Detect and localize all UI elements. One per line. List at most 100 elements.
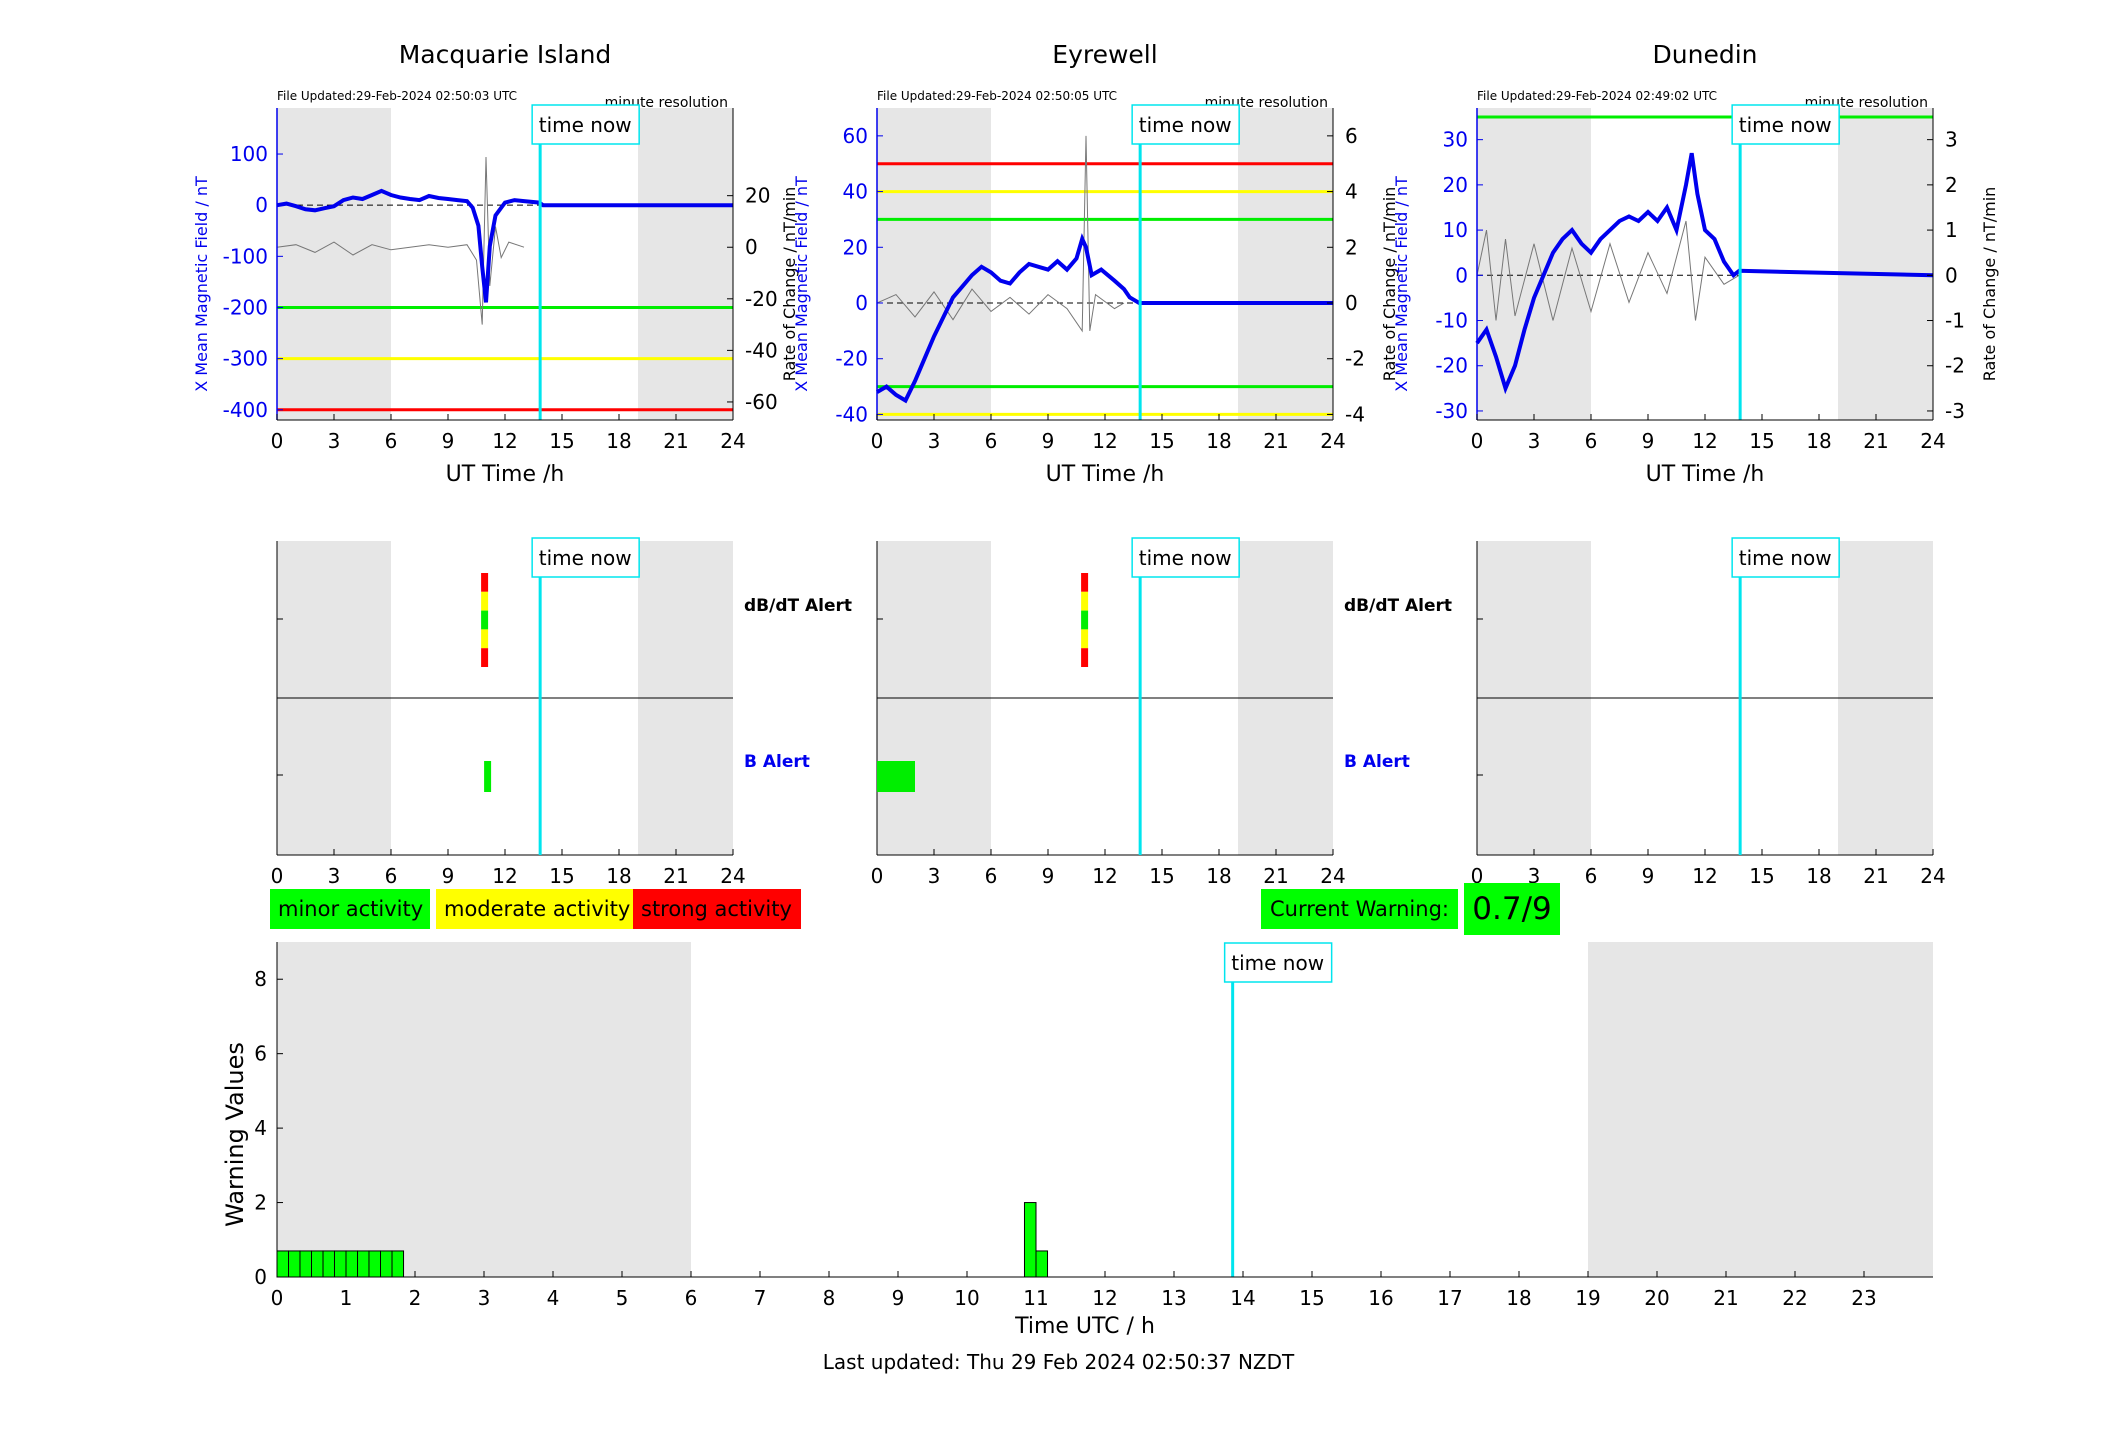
right-axis-label: Rate of Change / nT/min xyxy=(1380,187,1399,382)
x-tick-label: 24 xyxy=(1920,429,1945,453)
dbdt-alert-segment xyxy=(481,591,489,611)
x-tick-label: 12 xyxy=(1692,429,1717,453)
station-title: Eyrewell xyxy=(1052,40,1157,69)
warning-y-axis-label: Warning Values xyxy=(221,1042,249,1227)
x-tick-label: 9 xyxy=(1642,429,1655,453)
dbdt-alert-segment xyxy=(1081,629,1089,649)
dbdt-alert-label: dB/dT Alert xyxy=(1344,596,1452,616)
warning-x-axis-label: Time UTC / h xyxy=(1014,1314,1155,1339)
rate-of-change-series xyxy=(1476,220,1740,321)
alert-panel-2: time now 0 3 6 9 12 15 18 21 24 xyxy=(1471,537,1946,888)
x-tick-label: 6 xyxy=(1585,429,1598,453)
right-tick-label: -4 xyxy=(1345,402,1365,426)
x-tick-label: 12 xyxy=(492,429,517,453)
x-tick-label: 3 xyxy=(928,864,941,888)
x-tick-label: 21 xyxy=(1263,864,1288,888)
current-warning-label: Current Warning: xyxy=(1261,889,1458,929)
x-tick-label: 0 xyxy=(1471,429,1484,453)
file-updated-text: File Updated:29-Feb-2024 02:50:03 UTC xyxy=(277,89,517,103)
x-axis-label: UT Time /h xyxy=(1646,462,1765,487)
x-tick-label: 18 xyxy=(1206,864,1231,888)
dbdt-alert-segment xyxy=(1081,573,1089,592)
night-shading xyxy=(277,108,391,420)
time-now-label: time now xyxy=(1139,546,1232,570)
warning-bar xyxy=(322,1250,336,1278)
x-tick-label: 17 xyxy=(1437,1286,1462,1310)
time-now-label: time now xyxy=(1231,951,1324,975)
x-tick-label: 15 xyxy=(1149,864,1174,888)
right-tick-label: -20 xyxy=(745,287,778,311)
current-warning-value: 0.7/9 xyxy=(1464,883,1560,935)
night-shading xyxy=(1238,108,1333,420)
legend-moderate-label: moderate activity xyxy=(444,897,631,921)
x-tick-label: 15 xyxy=(549,864,574,888)
right-tick-label: 2 xyxy=(1945,173,1958,197)
x-tick-label: 3 xyxy=(1528,429,1541,453)
x-tick-label: 9 xyxy=(892,1286,905,1310)
x-tick-label: 18 xyxy=(606,864,631,888)
left-tick-label: 100 xyxy=(230,142,268,166)
right-tick-label: -40 xyxy=(745,338,778,362)
x-axis-label: UT Time /h xyxy=(1046,462,1165,487)
time-now-label: time now xyxy=(539,113,632,137)
magnetic-field-series xyxy=(875,233,1333,404)
right-tick-label: 0 xyxy=(1345,291,1358,315)
x-tick-label: 18 xyxy=(1806,864,1831,888)
x-tick-label: 18 xyxy=(1206,429,1231,453)
warning-bar xyxy=(345,1250,359,1278)
x-tick-label: 15 xyxy=(549,429,574,453)
b-alert-label: B Alert xyxy=(1344,752,1410,772)
x-tick-label: 6 xyxy=(385,864,398,888)
warning-bar xyxy=(1023,1202,1037,1278)
x-tick-label: 20 xyxy=(1644,1286,1669,1310)
night-shading xyxy=(1588,942,1933,1277)
rate-of-change-series xyxy=(276,156,525,325)
left-tick-label: 40 xyxy=(843,180,868,204)
dbdt-alert-label: dB/dT Alert xyxy=(744,596,852,616)
warning-bar xyxy=(391,1250,405,1278)
x-tick-label: 12 xyxy=(1692,864,1717,888)
x-tick-label: 6 xyxy=(985,864,998,888)
night-shading xyxy=(877,108,991,420)
right-axis-label: Rate of Change / nT/min xyxy=(780,187,799,382)
right-axis-label: Rate of Change / nT/min xyxy=(1980,187,1999,382)
x-tick-label: 24 xyxy=(720,864,745,888)
alert-panel-0: time now dB/dT Alert B Alert 0 3 6 9 12 15 18 21 24 xyxy=(271,537,852,888)
y-tick-label: 6 xyxy=(254,1042,267,1066)
x-tick-label: 23 xyxy=(1851,1286,1876,1310)
left-axis-label: X Mean Magnetic Field / nT xyxy=(792,176,811,392)
legend-strong-activity: strong activity xyxy=(633,889,801,929)
warning-bar xyxy=(368,1250,381,1278)
left-tick-label: 0 xyxy=(855,291,868,315)
x-tick-label: 0 xyxy=(871,864,884,888)
x-tick-label: 22 xyxy=(1782,1286,1807,1310)
right-tick-label: 0 xyxy=(745,235,758,259)
x-tick-label: 3 xyxy=(478,1286,491,1310)
x-tick-label: 12 xyxy=(492,864,517,888)
time-now-label: time now xyxy=(539,546,632,570)
left-tick-label: -10 xyxy=(1435,309,1468,333)
dbdt-alert-segment xyxy=(481,573,489,592)
x-tick-label: 18 xyxy=(1506,1286,1531,1310)
time-now-box xyxy=(1131,104,1240,145)
x-tick-label: 10 xyxy=(954,1286,979,1310)
warning-bar xyxy=(380,1250,393,1278)
dbdt-alert-segment xyxy=(481,648,489,667)
left-tick-label: 20 xyxy=(843,235,868,259)
alert-panel-1: time now dB/dT Alert B Alert 0 3 6 9 12 15 18 21 24 xyxy=(871,537,1452,888)
left-tick-label: -100 xyxy=(223,244,268,268)
right-tick-label: -2 xyxy=(1345,347,1365,371)
dbdt-alert-segment xyxy=(1081,610,1089,630)
left-tick-label: 20 xyxy=(1443,173,1468,197)
time-now-box xyxy=(531,104,640,145)
warning-bar xyxy=(276,1250,290,1278)
night-shading xyxy=(638,108,733,420)
x-tick-label: 1 xyxy=(340,1286,353,1310)
time-now-box xyxy=(531,537,640,578)
warning-bar xyxy=(311,1250,324,1278)
right-tick-label: -2 xyxy=(1945,354,1965,378)
x-tick-label: 24 xyxy=(720,429,745,453)
right-tick-label: 1 xyxy=(1945,218,1958,242)
time-now-label: time now xyxy=(1139,113,1232,137)
time-now-box xyxy=(1131,537,1240,578)
